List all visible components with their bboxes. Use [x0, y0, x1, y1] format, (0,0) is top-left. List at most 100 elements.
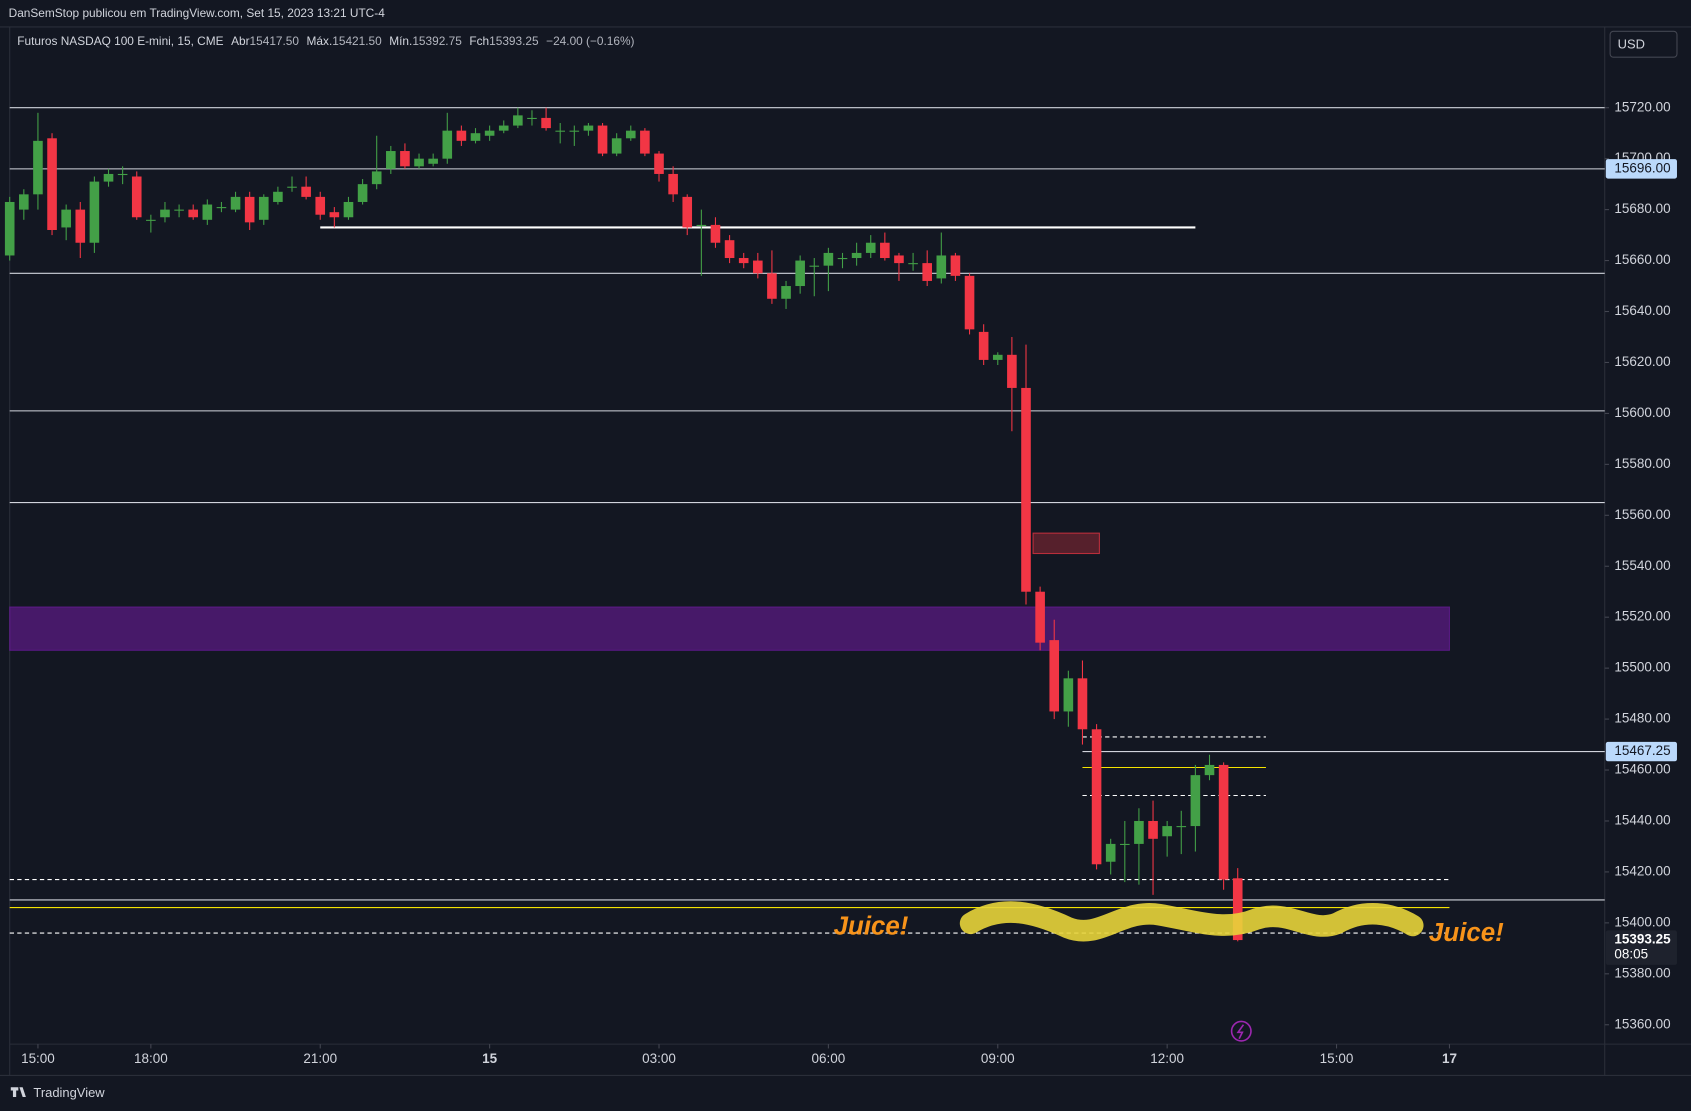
last-price-tag: [1605, 930, 1677, 965]
candle-body: [597, 125, 608, 154]
y-tick-label: 15480.00: [1614, 711, 1670, 726]
candle-body: [922, 263, 932, 281]
candle-body: [865, 242, 876, 253]
candle-body: [1148, 820, 1158, 839]
candle-body: [894, 255, 904, 264]
y-tick-label: 15540.00: [1614, 558, 1670, 573]
candle-body: [301, 186, 311, 197]
candle-body: [357, 184, 368, 202]
legend-symbol: Futuros NASDAQ 100 E-mini, 15, CME: [17, 34, 223, 48]
candle-body: [19, 194, 29, 210]
legend-value: 15392.75: [412, 34, 462, 48]
x-tick-label: 18:00: [134, 1051, 168, 1066]
candle-body: [1218, 764, 1229, 880]
event-icon-bolt: [1236, 1024, 1245, 1040]
x-tick-label: 15:00: [1320, 1051, 1354, 1066]
y-tick-label: 15580.00: [1614, 456, 1670, 471]
candle-body: [498, 125, 509, 131]
x-tick-label: 21:00: [303, 1051, 337, 1066]
candle-body: [33, 140, 43, 195]
candle-body: [414, 158, 424, 167]
y-tick-label: 15360.00: [1614, 1016, 1670, 1031]
candle-body: [230, 196, 241, 210]
legend-value: 15421.50: [332, 34, 382, 48]
y-tick-label: 15420.00: [1614, 863, 1670, 878]
legend: Futuros NASDAQ 100 E-mini, 15, CME Abr154…: [17, 34, 634, 48]
candle-body: [823, 252, 834, 266]
highlight-scribble: [959, 901, 1424, 942]
y-tick-label: 15460.00: [1614, 762, 1670, 777]
y-tick-label: 15720.00: [1614, 99, 1670, 114]
candle-body: [61, 209, 71, 228]
candle-body: [202, 204, 213, 220]
y-tick-label: 15680.00: [1614, 201, 1670, 216]
currency-button[interactable]: [1609, 30, 1678, 58]
candle-body: [809, 265, 820, 267]
candle-body: [837, 258, 848, 260]
footer-brand: TradingView: [33, 1085, 105, 1100]
candle-body: [103, 173, 114, 182]
candle-body: [654, 153, 664, 174]
candle-body: [1049, 640, 1060, 712]
candle-body: [371, 171, 382, 185]
candle-body: [753, 260, 763, 274]
zone: [1032, 532, 1100, 555]
y-tick-label: 15600.00: [1614, 405, 1670, 420]
candle-body: [1021, 387, 1031, 592]
y-tick-label: 15660.00: [1614, 252, 1670, 267]
candle-body: [583, 125, 594, 131]
candle-body: [541, 117, 551, 129]
price-tag-label: 15696.00: [1614, 160, 1670, 175]
candle-body: [188, 209, 199, 218]
candle-body: [611, 138, 622, 154]
candle-body: [89, 181, 100, 243]
candle-body: [428, 158, 438, 164]
legend-label: Fch: [469, 34, 489, 48]
candle-body: [75, 209, 86, 243]
event-icon[interactable]: [1230, 1020, 1252, 1042]
legend-value: 15393.25: [489, 34, 539, 48]
candle-body: [682, 196, 693, 228]
y-tick-label: 15620.00: [1614, 354, 1670, 369]
x-tick-label: 06:00: [812, 1051, 846, 1066]
candle-body: [1134, 820, 1144, 844]
annotation: Juice!: [1429, 919, 1504, 947]
candle-body: [484, 130, 495, 136]
legend-label: Máx.: [307, 34, 333, 48]
countdown: 08:05: [1614, 947, 1648, 962]
currency: USD: [1618, 37, 1645, 52]
candle-body: [625, 130, 636, 139]
candle-body: [47, 138, 57, 230]
last-price-label: 15393.25: [1614, 932, 1671, 947]
candle-body: [513, 115, 523, 126]
candle-body: [964, 275, 975, 330]
y-tick-label: 15380.00: [1614, 965, 1670, 980]
candle-body: [456, 130, 467, 141]
x-tick-label: 12:00: [1150, 1051, 1184, 1066]
candle-body: [1204, 764, 1215, 776]
tv-logo: [10, 1087, 26, 1097]
y-tick-label: 15560.00: [1614, 507, 1670, 522]
candle-body: [131, 176, 142, 218]
candle-body: [1063, 678, 1074, 712]
candle-body: [710, 224, 721, 243]
candle-body: [738, 258, 749, 264]
candle-body: [4, 201, 15, 256]
candle-body: [1162, 826, 1172, 837]
candle-body: [160, 209, 170, 218]
candle-body: [258, 196, 269, 220]
candle-body: [1190, 775, 1201, 827]
candle-body: [992, 354, 1003, 360]
x-tick-label: 15:00: [21, 1051, 55, 1066]
x-tick-label: 15: [482, 1051, 497, 1066]
candle-body: [696, 224, 707, 226]
candle-body: [908, 263, 918, 265]
x-tick-label: 09:00: [981, 1051, 1015, 1066]
credit: DanSemStop publicou em TradingView.com, …: [9, 6, 386, 20]
y-tick-label: 15520.00: [1614, 609, 1670, 624]
annotation: Juice!: [834, 912, 909, 940]
legend-change: −24.00 (−0.16%): [546, 34, 634, 48]
x-tick-label: 17: [1442, 1051, 1457, 1066]
candle-body: [216, 207, 227, 209]
